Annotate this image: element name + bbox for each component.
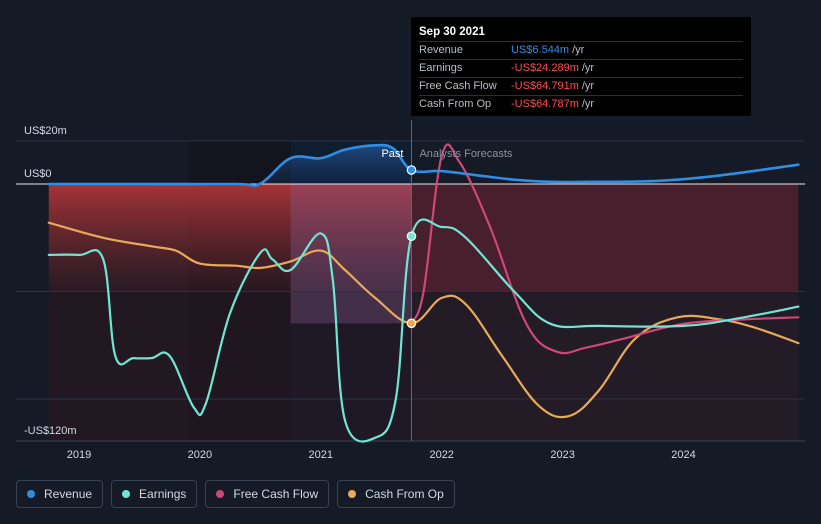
loss-area-highlight — [290, 184, 412, 324]
tooltip-label: Revenue — [419, 44, 464, 56]
tooltip-row-cash-from-op: Cash From Op -US$64.787m /yr — [419, 95, 743, 113]
series-line-earnings — [47, 218, 800, 443]
tooltip-value: -US$24.289m — [511, 62, 579, 74]
legend-label: Cash From Op — [365, 487, 444, 501]
chart-markers — [406, 165, 417, 329]
legend-dot-icon — [216, 490, 225, 498]
earnings-marker — [406, 231, 417, 242]
tooltip-value: -US$64.791m — [511, 80, 579, 92]
tooltip-unit: /yr — [581, 98, 595, 110]
forecast-label: Analysts Forecasts — [419, 148, 512, 160]
loss-area-forecast-lower — [411, 291, 799, 441]
legend-item-free-cash-flow[interactable]: Free Cash Flow — [205, 480, 330, 508]
chart-labels: US$20m US$0 -US$120m 2019 2020 2021 2022 2023 20… — [24, 125, 696, 461]
x-tick-label: 2021 — [309, 449, 333, 461]
tooltip: Sep 30 2021 Revenue US$6.544m /yr Earnin… — [411, 17, 751, 116]
x-tick-label: 2020 — [188, 449, 212, 461]
revenue-marker — [406, 165, 417, 175]
legend: Revenue Earnings Free Cash Flow Cash Fro… — [16, 480, 455, 508]
past-label: Past — [381, 148, 403, 160]
tooltip-value: US$6.544m — [511, 44, 570, 56]
tooltip-label: Cash From Op — [419, 98, 492, 110]
tooltip-date: Sep 30 2021 — [419, 26, 485, 38]
x-tick-label: 2024 — [671, 449, 695, 461]
series-line-revenue — [47, 143, 800, 188]
legend-dot-icon — [122, 490, 131, 498]
x-tick-label: 2022 — [429, 449, 453, 461]
tooltip-unit: /yr — [581, 80, 595, 92]
y-tick-label: -US$120m — [24, 425, 77, 437]
tooltip-unit: /yr — [572, 44, 585, 56]
loss-area-past — [48, 184, 412, 292]
legend-label: Free Cash Flow — [233, 487, 319, 501]
legend-label: Revenue — [44, 487, 93, 501]
y-tick-label: US$0 — [24, 168, 52, 180]
x-tick-label: 2019 — [67, 449, 91, 461]
legend-label: Earnings — [139, 487, 187, 501]
legend-item-cash-from-op[interactable]: Cash From Op — [337, 480, 455, 508]
loss-area-forecast — [411, 184, 799, 292]
tooltip-row-revenue: Revenue US$6.544m /yr — [419, 41, 743, 59]
chart-grid — [16, 120, 805, 442]
revenue-area — [48, 145, 412, 186]
tooltip-row-earnings: Earnings -US$24.289m /yr — [419, 59, 743, 77]
tooltip-row-free-cash-flow: Free Cash Flow -US$64.791m /yr — [419, 77, 743, 95]
legend-item-revenue[interactable]: Revenue — [16, 480, 104, 508]
legend-dot-icon — [348, 490, 357, 498]
legend-item-earnings[interactable]: Earnings — [111, 480, 198, 508]
x-tick-label: 2023 — [550, 449, 574, 461]
tooltip-label: Earnings — [419, 62, 463, 74]
tooltip-label: Free Cash Flow — [419, 80, 497, 92]
legend-dot-icon — [27, 490, 35, 498]
series-line-free-cash-flow — [410, 143, 800, 355]
y-tick-label: US$20m — [24, 125, 67, 137]
cash-from-op-marker — [406, 318, 417, 329]
tooltip-value: -US$64.787m — [511, 98, 579, 110]
tooltip-unit: /yr — [581, 62, 595, 74]
